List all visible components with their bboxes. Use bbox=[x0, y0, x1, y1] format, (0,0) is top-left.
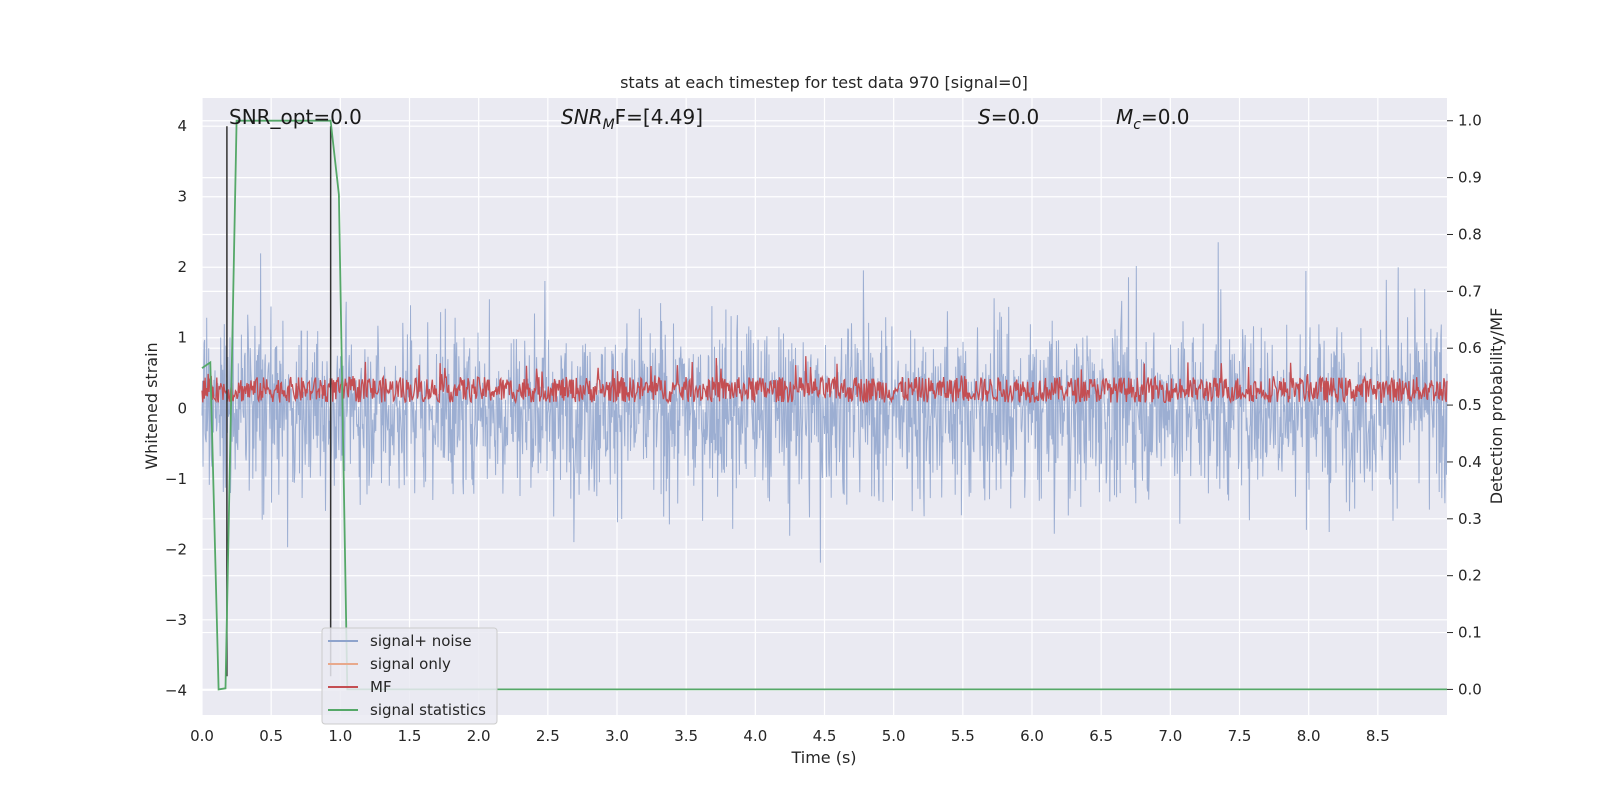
legend-label-signal-noise: signal+ noise bbox=[370, 632, 472, 650]
legend-box bbox=[321, 627, 498, 725]
legend: signal+ noise signal only MF signal stat… bbox=[321, 627, 498, 725]
annotation-mc-main: M bbox=[1116, 105, 1133, 129]
y-right-tick-label: 0.9 bbox=[1458, 169, 1482, 187]
legend-label-signal-only: signal only bbox=[370, 655, 451, 673]
line-signal-noise bbox=[201, 242, 1448, 563]
y-right-tick-label: 0.5 bbox=[1458, 396, 1482, 414]
x-tick-label: 2.5 bbox=[536, 727, 560, 745]
annotation-s-main: S bbox=[978, 105, 991, 129]
x-tick-labels: 0.0 0.5 1.0 1.5 2.0 2.5 3.0 3.5 4.0 4.5 5.0 5.5 6.0 6… bbox=[190, 727, 1390, 745]
x-tick-label: 0.5 bbox=[259, 727, 283, 745]
annotation-mc-rest: =0.0 bbox=[1141, 105, 1190, 129]
grid-lines bbox=[201, 98, 1447, 715]
x-tick-label: 0.0 bbox=[190, 727, 214, 745]
y-axis-label: Whitened strain bbox=[142, 342, 161, 469]
y-right-tick-labels: 1.0 0.9 0.8 0.7 0.6 0.5 0.4 0.3 0.2 0.1 0.0 bbox=[1447, 112, 1482, 698]
legend-label-signal-statistics: signal statistics bbox=[370, 701, 486, 719]
series-mf bbox=[201, 356, 1448, 405]
x-tick-label: 1.0 bbox=[328, 727, 352, 745]
y-tick-labels: 4 3 2 1 0 −1 −2 −3 −4 bbox=[165, 117, 187, 699]
annotation-snr-mf: SNRMF=[4.49] bbox=[561, 105, 703, 133]
series-signal-noise bbox=[201, 242, 1448, 563]
y-right-tick-label: 0.6 bbox=[1458, 339, 1482, 357]
annotation-mc-sub: c bbox=[1133, 117, 1141, 133]
y-right-tick-label: 0.2 bbox=[1458, 567, 1482, 585]
x-axis-label: Time (s) bbox=[790, 748, 856, 767]
x-tick-label: 7.0 bbox=[1158, 727, 1182, 745]
y-tick-label: −3 bbox=[165, 611, 187, 629]
x-tick-label: 6.0 bbox=[1020, 727, 1044, 745]
x-tick-label: 5.5 bbox=[951, 727, 975, 745]
x-tick-label: 3.5 bbox=[674, 727, 698, 745]
x-tick-label: 2.0 bbox=[467, 727, 491, 745]
y-right-tick-label: 1.0 bbox=[1458, 112, 1482, 130]
x-tick-label: 7.5 bbox=[1228, 727, 1252, 745]
y-tick-label: 2 bbox=[177, 258, 187, 276]
x-tick-label: 4.0 bbox=[743, 727, 767, 745]
annotation-snr-opt: SNR_opt=0.0 bbox=[229, 105, 362, 129]
y-right-tick-label: 0.0 bbox=[1458, 680, 1482, 698]
x-tick-label: 1.5 bbox=[398, 727, 422, 745]
y-right-axis-label: Detection probability/MF bbox=[1487, 308, 1506, 505]
annotation-snr-mf-rest: F=[4.49] bbox=[615, 105, 703, 129]
y-tick-label: 1 bbox=[177, 329, 187, 347]
x-tick-label: 8.5 bbox=[1366, 727, 1390, 745]
line-mf bbox=[201, 356, 1448, 405]
y-right-tick-label: 0.1 bbox=[1458, 624, 1482, 642]
annotation-snr-mf-main: SNR bbox=[561, 105, 603, 129]
annotation-snr-mf-sub: M bbox=[603, 117, 615, 133]
x-tick-label: 8.0 bbox=[1297, 727, 1321, 745]
x-tick-label: 3.0 bbox=[605, 727, 629, 745]
y-tick-label: −4 bbox=[165, 681, 187, 699]
y-right-tick-label: 0.7 bbox=[1458, 282, 1482, 300]
x-tick-label: 5.0 bbox=[882, 727, 906, 745]
y-right-tick-label: 0.8 bbox=[1458, 225, 1482, 243]
x-tick-label: 4.5 bbox=[813, 727, 837, 745]
chart-title: stats at each timestep for test data 970… bbox=[620, 73, 1028, 92]
y-right-tick-label: 0.3 bbox=[1458, 510, 1482, 528]
x-tick-label: 6.5 bbox=[1089, 727, 1113, 745]
y-tick-label: 4 bbox=[177, 117, 187, 135]
annotation-s: S=0.0 bbox=[978, 105, 1039, 129]
y-right-tick-label: 0.4 bbox=[1458, 453, 1482, 471]
y-tick-label: 3 bbox=[177, 188, 187, 206]
y-tick-label: −1 bbox=[165, 470, 187, 488]
y-tick-label: −2 bbox=[165, 540, 187, 558]
annotation-s-rest: =0.0 bbox=[991, 105, 1040, 129]
y-tick-label: 0 bbox=[177, 399, 187, 417]
legend-label-mf: MF bbox=[370, 678, 392, 696]
annotation-mc: Mc=0.0 bbox=[1116, 105, 1190, 133]
